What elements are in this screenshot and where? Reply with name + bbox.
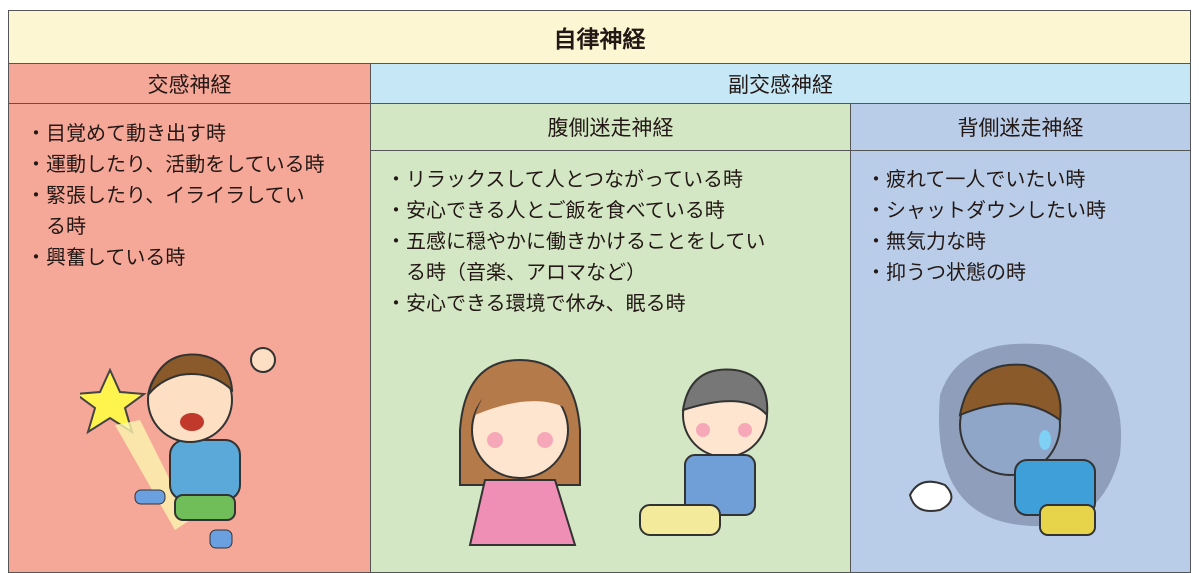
illustration-tired-boy [908,343,1122,536]
ventral-list: ・リラックスして人とつながっている時 ・安心できる人とご飯を食べている時・五感に穏… [386,164,765,319]
list-line: ・緊張したり、イライラしてい [26,183,305,207]
dorsal-header: 背側迷走神経 [850,103,1191,151]
title: 自律神経 [8,10,1191,64]
sympathetic-list: ・目覚めて動き出す時・運動したり、活動をしている時 ・緊張したり、イライラしている… [26,118,325,273]
sympathetic-header: 交感神経 [8,63,371,104]
parasympathetic-header: 副交感神経 [370,63,1191,104]
list-line: ・目覚めて動き出す時 [26,121,226,145]
list-line: ・五感に穏やかに働きかけることをしてい [386,229,766,253]
list-line: ・疲れて一人でいたい時 [866,167,1086,191]
dorsal-list: ・疲れて一人でいたい時 ・シャットダウンしたい時 ・無気力な時・抑うつ状態の時 [866,164,1106,288]
illustration-two-children [459,358,769,546]
list-line: ・興奮している時 [26,245,186,269]
list-line: る時 [46,214,86,238]
list-line: ・安心できる環境で休み、眠る時 [386,291,686,315]
list-line: ・シャットダウンしたい時 [866,198,1106,222]
list-line: ・安心できる人とご飯を食べている時 [386,198,725,222]
list-line: ・無気力な時 [866,229,986,253]
illustration-active-boy [80,347,276,549]
list-line: る時（音楽、アロマなど） [406,260,646,284]
list-line: ・運動したり、活動をしている時 [26,152,325,176]
ventral-header: 腹側迷走神経 [370,103,851,151]
ventral-body [370,150,851,573]
list-line: ・リラックスして人とつながっている時 [386,167,743,191]
list-line: ・抑うつ状態の時 [866,260,1026,284]
